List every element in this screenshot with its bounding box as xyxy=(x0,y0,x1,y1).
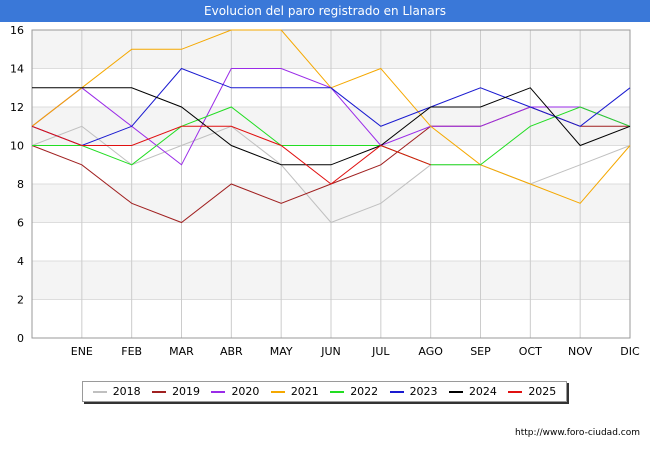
x-tick-label: ABR xyxy=(220,345,243,358)
y-tick-label: 2 xyxy=(17,294,24,307)
legend-label: 2019 xyxy=(172,385,201,398)
legend-swatch xyxy=(92,390,107,393)
x-tick-label: DIC xyxy=(620,345,640,358)
y-tick-label: 12 xyxy=(10,101,24,114)
y-tick-label: 8 xyxy=(17,178,24,191)
x-tick-label: MAY xyxy=(270,345,293,358)
series-line-2022 xyxy=(32,106,631,166)
legend-label: 2018 xyxy=(112,385,141,398)
x-tick-label: ENE xyxy=(71,345,93,358)
legend-item-2022: 2022 xyxy=(330,385,378,398)
legend-swatch xyxy=(389,390,404,393)
x-tick-label: FEB xyxy=(121,345,142,358)
legend-swatch xyxy=(270,390,285,393)
legend-item-2018: 2018 xyxy=(92,385,141,398)
x-tick-label: AGO xyxy=(418,345,443,358)
y-tick-label: 16 xyxy=(10,24,24,37)
legend-item-2021: 2021 xyxy=(270,385,319,398)
x-tick-label: JUL xyxy=(371,345,390,358)
y-tick-label: 0 xyxy=(17,332,24,345)
legend-label: 2025 xyxy=(528,385,557,398)
legend-swatch xyxy=(152,390,167,393)
series-line-2024 xyxy=(32,87,631,166)
y-tick-label: 14 xyxy=(10,63,24,76)
legend-swatch xyxy=(448,390,463,393)
legend-label: 2023 xyxy=(409,385,438,398)
legend-swatch xyxy=(211,390,226,393)
y-tick-label: 6 xyxy=(17,217,24,230)
x-tick-label: OCT xyxy=(519,345,542,358)
legend-item-2020: 2020 xyxy=(211,385,259,398)
legend-item-2019: 2019 xyxy=(152,385,200,398)
legend-item-2025: 2025 xyxy=(508,385,556,398)
source-url: http://www.foro-ciudad.com xyxy=(515,428,640,438)
legend-label: 2021 xyxy=(290,385,319,398)
x-tick-label: MAR xyxy=(169,345,194,358)
legend-swatch xyxy=(508,390,523,393)
y-tick-label: 10 xyxy=(10,140,24,153)
legend-label: 2020 xyxy=(231,385,260,398)
legend-label: 2022 xyxy=(350,385,379,398)
x-tick-label: JUN xyxy=(320,345,341,358)
chart-legend: 2018 2019 2020 2021 2022 2023 2024 2025 xyxy=(82,381,567,402)
plot-frame xyxy=(31,29,631,339)
legend-swatch xyxy=(330,390,345,393)
legend-item-2023: 2023 xyxy=(389,385,438,398)
legend-label: 2024 xyxy=(468,385,497,398)
series-line-2025 xyxy=(31,125,431,185)
series-line-2023 xyxy=(31,67,631,147)
chart-title: Evolucion del paro registrado en Llanars xyxy=(0,0,650,22)
y-tick-label: 4 xyxy=(17,255,24,268)
legend-item-2024: 2024 xyxy=(448,385,497,398)
x-tick-label: NOV xyxy=(568,345,593,358)
x-tick-label: SEP xyxy=(470,345,491,358)
